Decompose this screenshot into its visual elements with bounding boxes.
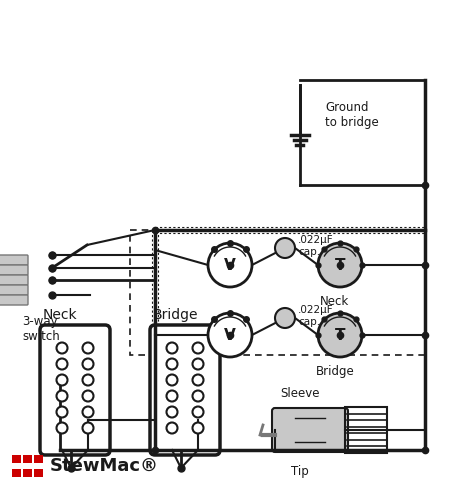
Circle shape	[56, 406, 67, 418]
Circle shape	[166, 390, 177, 402]
Circle shape	[83, 390, 93, 402]
Circle shape	[192, 422, 203, 434]
Bar	[12, 464, 21, 468]
Text: Tip: Tip	[290, 465, 308, 478]
Bar	[34, 464, 43, 468]
Circle shape	[56, 342, 67, 353]
FancyBboxPatch shape	[272, 408, 347, 452]
Circle shape	[83, 342, 93, 353]
Bar	[344, 407, 386, 453]
Text: .022μF
cap.: .022μF cap.	[297, 235, 333, 257]
Circle shape	[318, 313, 361, 357]
Circle shape	[83, 422, 93, 434]
Circle shape	[56, 374, 67, 386]
Circle shape	[166, 342, 177, 353]
Circle shape	[83, 406, 93, 418]
Circle shape	[192, 358, 203, 370]
Circle shape	[192, 342, 203, 353]
Circle shape	[192, 374, 203, 386]
Text: T: T	[334, 258, 345, 272]
Bar	[23, 455, 32, 477]
Circle shape	[166, 358, 177, 370]
Text: T: T	[334, 328, 345, 342]
Text: Sleeve: Sleeve	[280, 387, 319, 400]
Text: V: V	[224, 328, 235, 342]
Circle shape	[166, 406, 177, 418]
Text: Neck: Neck	[43, 308, 78, 322]
Text: Bridge: Bridge	[152, 308, 198, 322]
Text: Bridge: Bridge	[315, 365, 354, 378]
Circle shape	[166, 374, 177, 386]
FancyBboxPatch shape	[40, 325, 110, 455]
FancyBboxPatch shape	[0, 255, 28, 265]
Circle shape	[83, 374, 93, 386]
Circle shape	[56, 390, 67, 402]
Circle shape	[274, 308, 295, 328]
Circle shape	[207, 313, 252, 357]
Text: StewMac®: StewMac®	[50, 457, 159, 475]
Bar	[130, 230, 424, 355]
Bar	[34, 455, 43, 477]
FancyBboxPatch shape	[0, 295, 28, 305]
FancyBboxPatch shape	[0, 285, 28, 295]
Text: Neck: Neck	[320, 295, 349, 308]
Circle shape	[274, 238, 295, 258]
Text: 3-way
switch: 3-way switch	[22, 315, 60, 343]
FancyBboxPatch shape	[0, 265, 28, 275]
Bar	[12, 455, 21, 477]
FancyBboxPatch shape	[0, 275, 28, 285]
Circle shape	[192, 406, 203, 418]
Circle shape	[318, 243, 361, 287]
Circle shape	[56, 358, 67, 370]
Text: V: V	[224, 258, 235, 272]
Circle shape	[56, 422, 67, 434]
Circle shape	[207, 243, 252, 287]
Bar	[23, 464, 32, 468]
Circle shape	[83, 358, 93, 370]
Text: Ground
to bridge: Ground to bridge	[324, 101, 378, 129]
FancyBboxPatch shape	[150, 325, 220, 455]
Text: .022μF
cap.: .022μF cap.	[297, 305, 333, 327]
Circle shape	[192, 390, 203, 402]
Circle shape	[166, 422, 177, 434]
